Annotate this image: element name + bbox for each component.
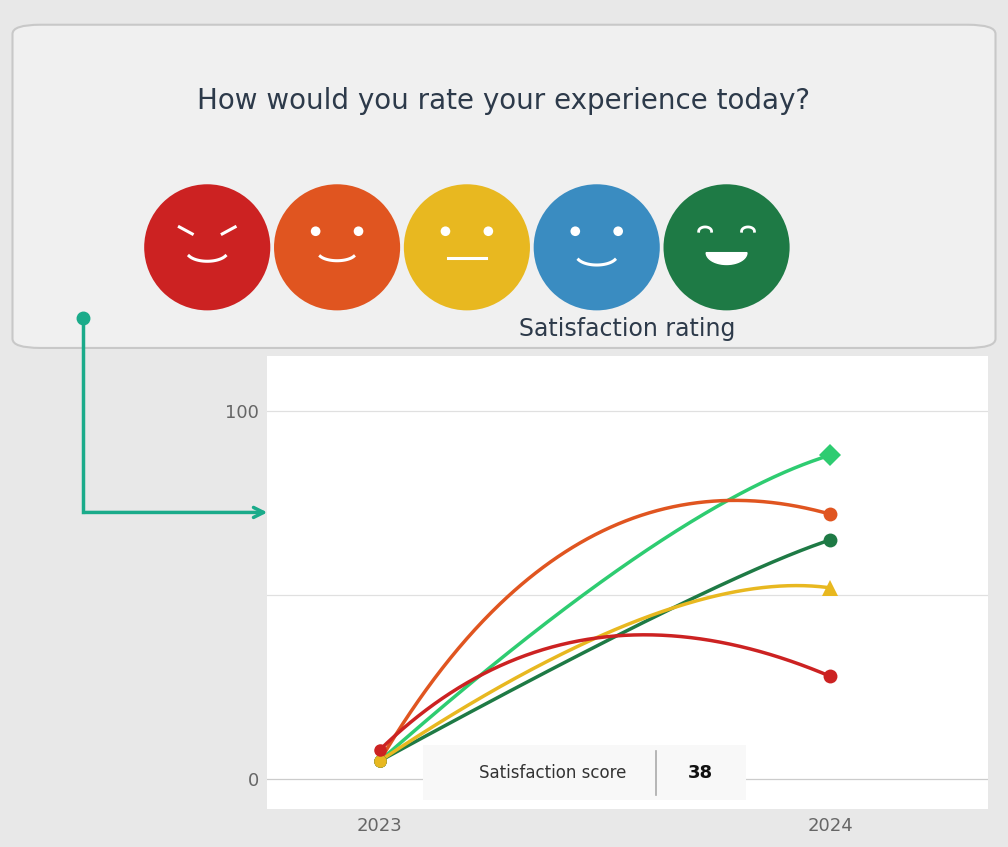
Ellipse shape [440,226,451,236]
FancyBboxPatch shape [407,743,762,803]
Ellipse shape [310,226,321,236]
Ellipse shape [571,226,581,236]
Ellipse shape [484,226,493,236]
Text: How would you rate your experience today?: How would you rate your experience today… [198,87,810,115]
Ellipse shape [144,185,270,310]
Ellipse shape [354,226,363,236]
Ellipse shape [274,185,400,310]
Text: Satisfaction score: Satisfaction score [479,764,626,782]
Ellipse shape [533,185,660,310]
Polygon shape [707,252,747,264]
Text: 38: 38 [688,764,714,782]
FancyBboxPatch shape [12,25,996,348]
Ellipse shape [663,185,789,310]
Title: Satisfaction rating: Satisfaction rating [519,318,736,341]
Ellipse shape [404,185,530,310]
Ellipse shape [613,226,623,236]
